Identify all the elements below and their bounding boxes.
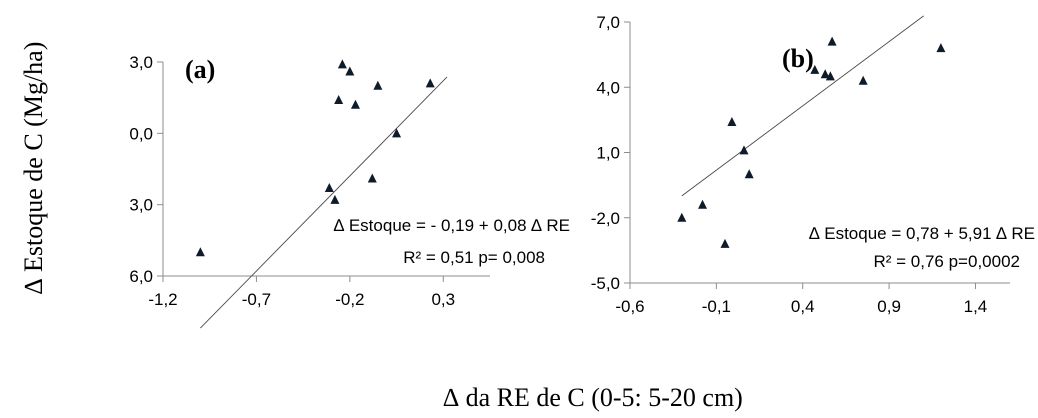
y-tick-label: -5,0 <box>591 274 620 293</box>
data-point <box>345 66 355 76</box>
y-tick-label: 7,0 <box>596 13 620 32</box>
regression-stats: R² = 0,51 p= 0,008 <box>403 248 545 267</box>
trend-line <box>681 15 924 197</box>
regression-stats: R² = 0,76 p=0,0002 <box>873 252 1020 271</box>
data-point <box>195 247 205 257</box>
data-point <box>367 173 377 183</box>
x-tick-label: 1,4 <box>964 297 988 316</box>
x-tick-label: 0,9 <box>877 297 901 316</box>
panel-label: (a) <box>185 55 215 84</box>
data-point <box>373 80 383 90</box>
data-point <box>337 59 347 69</box>
data-point <box>727 117 737 127</box>
data-point <box>820 69 830 79</box>
data-point <box>350 99 360 109</box>
chart-panel-a: 3,0 0,0 3,0 6,0 -1,2 -0,7 -0,2 0,3 (a) ∆ Estoque … <box>129 53 570 329</box>
data-point <box>744 169 754 179</box>
x-tick-label: 0,4 <box>791 297 815 316</box>
chart-panel-b: 7,0 4,0 1,0 -2,0 -5,0 -0,6 -0,1 0,4 0,9 1,4 (b) ∆ E… <box>591 13 1035 316</box>
data-point <box>677 212 687 222</box>
data-point <box>810 64 820 74</box>
y-tick-label: 0,0 <box>129 124 153 143</box>
y-tick-label: 1,0 <box>596 144 620 163</box>
x-tick-label: -0,7 <box>242 290 271 309</box>
regression-equation: ∆ Estoque = - 0,19 + 0,08 ∆ RE <box>334 216 570 235</box>
panel-label: (b) <box>782 44 814 73</box>
x-tick-label: -0,1 <box>702 297 731 316</box>
y-axis-title: ∆ Estoque de C (Mg/ha) <box>19 42 48 295</box>
data-point <box>739 145 749 155</box>
regression-equation: ∆ Estoque = 0,78 + 5,91 ∆ RE <box>809 224 1035 243</box>
x-tick-label: -0,6 <box>615 297 644 316</box>
x-tick-label: 0,3 <box>431 290 455 309</box>
x-tick-label: -1,2 <box>148 290 177 309</box>
data-point <box>324 183 334 193</box>
data-point <box>698 199 708 209</box>
data-point <box>425 78 435 88</box>
data-point <box>825 71 835 81</box>
y-tick-label: -2,0 <box>591 209 620 228</box>
data-point <box>936 43 946 53</box>
data-point <box>858 75 868 85</box>
y-tick-label: 6,0 <box>129 267 153 286</box>
data-point <box>827 36 837 46</box>
data-point <box>392 128 402 138</box>
y-tick-label: 4,0 <box>596 78 620 97</box>
data-point <box>334 95 344 105</box>
x-axis-title: ∆ da RE de C (0-5: 5-20 cm) <box>443 383 743 412</box>
y-tick-label: 3,0 <box>129 53 153 72</box>
y-tick-label: 3,0 <box>129 196 153 215</box>
data-point <box>720 238 730 248</box>
x-tick-label: -0,2 <box>335 290 364 309</box>
data-point <box>330 194 340 204</box>
trend-line <box>200 76 448 329</box>
